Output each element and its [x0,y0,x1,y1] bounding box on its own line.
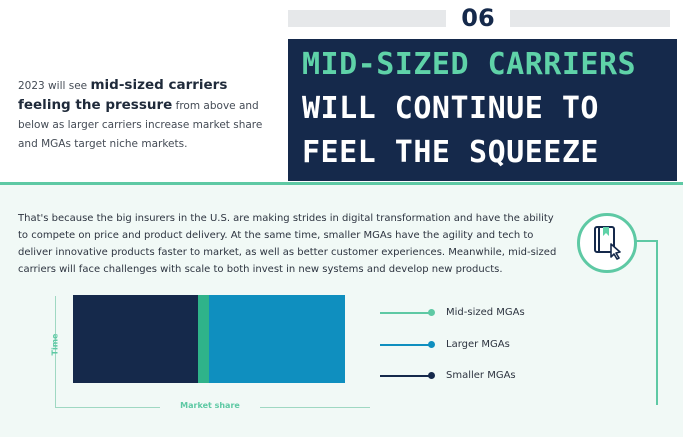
bar-segment-larger-mgas [209,295,345,383]
connector-vertical [656,240,658,405]
intro-tail: from above and below as larger carriers … [18,100,263,150]
legend-line [380,375,430,377]
document-cursor-icon-graphic [594,226,621,260]
headline-box: MID-SIZED CARRIERS WILL CONTINUE TO FEEL… [288,39,677,181]
intro-highlight-2: feeling the pressure [18,97,173,113]
bar-segment-smaller-mgas [73,295,198,383]
header-rule-right [510,10,670,27]
legend-dot [428,309,435,316]
headline-line-1: MID-SIZED CARRIERS [302,47,637,82]
header-rule-left [288,10,446,27]
header-section: 06 MID-SIZED CARRIERS WILL CONTINUE TO F… [0,0,683,186]
intro-highlight-1: mid-sized carriers [90,77,228,93]
legend-item-smaller: Smaller MGAs [380,368,560,384]
legend-dot [428,341,435,348]
chart-y-axis [55,296,56,408]
headline-line-2: WILL CONTINUE TO [302,91,599,126]
bar-segment-mid-sized-mgas [198,295,209,383]
intro-text: 2023 will see mid-sized carriers feeling… [18,76,270,154]
chart-y-label: Time [50,333,60,356]
document-cursor-icon [577,213,637,273]
legend-label: Larger MGAs [446,339,510,350]
connector-horizontal [631,240,658,242]
legend-dot [428,372,435,379]
legend-item-larger: Larger MGAs [380,337,560,353]
legend-line [380,312,430,314]
body-paragraph: That's because the big insurers in the U… [18,213,557,275]
legend-label: Smaller MGAs [446,370,516,381]
section-number: 06 [461,4,495,32]
legend-line [380,344,430,346]
intro-lead: 2023 will see [18,80,91,92]
legend-label: Mid-sized MGAs [446,307,525,318]
chart-x-label: Market share [160,401,260,410]
legend-item-mid-sized: Mid-sized MGAs [380,305,560,321]
headline-line-3: FEEL THE SQUEEZE [302,135,599,170]
